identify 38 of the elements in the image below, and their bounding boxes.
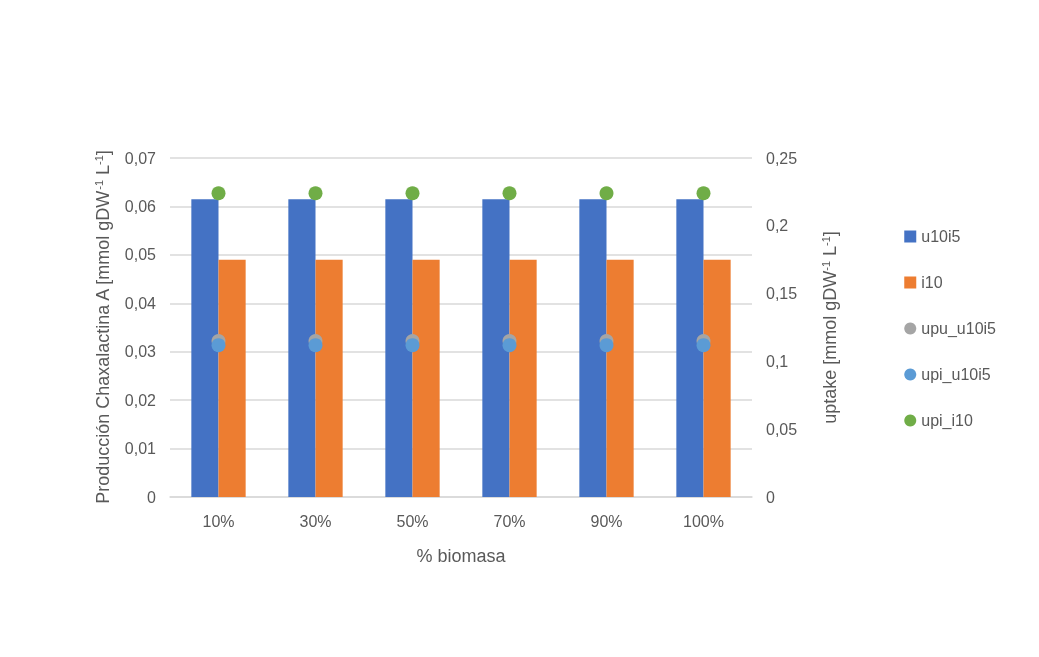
point bbox=[502, 338, 517, 353]
y-tick-label: 0,02 bbox=[124, 391, 157, 409]
y2-tick-label: 0,15 bbox=[766, 285, 798, 303]
legend-label: u10i5 bbox=[921, 228, 961, 245]
point bbox=[599, 186, 614, 201]
point bbox=[599, 338, 614, 353]
y2-tick-label: 0,05 bbox=[766, 420, 798, 438]
point bbox=[696, 186, 711, 201]
y-tick-label: 0,07 bbox=[124, 149, 157, 167]
y2-tick-label: 0,2 bbox=[766, 217, 789, 235]
y-tick-label: 0,01 bbox=[124, 440, 157, 458]
y-tick-label: 0,03 bbox=[124, 343, 157, 361]
point bbox=[502, 186, 517, 201]
legend-label: upi_u10i5 bbox=[921, 366, 991, 384]
x-tick-label: 70% bbox=[493, 512, 526, 530]
y-tick-label: 0,06 bbox=[124, 197, 157, 215]
x-tick-label: 30% bbox=[299, 512, 332, 530]
y-tick-label: 0 bbox=[147, 488, 157, 506]
point bbox=[211, 338, 226, 353]
y-tick-label: 0,04 bbox=[124, 294, 157, 312]
y2-tick-label: 0 bbox=[766, 488, 775, 506]
point bbox=[308, 186, 323, 201]
x-tick-label: 10% bbox=[202, 512, 235, 530]
point bbox=[308, 338, 323, 353]
x-axis-title: % biomasa bbox=[416, 546, 507, 566]
point bbox=[405, 186, 420, 201]
y2-tick-label: 0,1 bbox=[766, 352, 789, 370]
y-tick-label: 0,05 bbox=[124, 246, 157, 264]
legend-label: upu_u10i5 bbox=[921, 320, 997, 338]
point bbox=[211, 186, 226, 201]
x-tick-label: 50% bbox=[396, 512, 429, 530]
x-tick-label: 100% bbox=[683, 512, 724, 530]
legend-label: i10 bbox=[921, 274, 943, 291]
y2-tick-label: 0,25 bbox=[766, 149, 798, 167]
legend-label: upi_i10 bbox=[921, 412, 973, 430]
x-tick-label: 90% bbox=[590, 512, 623, 530]
point bbox=[405, 338, 420, 353]
point bbox=[696, 338, 711, 353]
